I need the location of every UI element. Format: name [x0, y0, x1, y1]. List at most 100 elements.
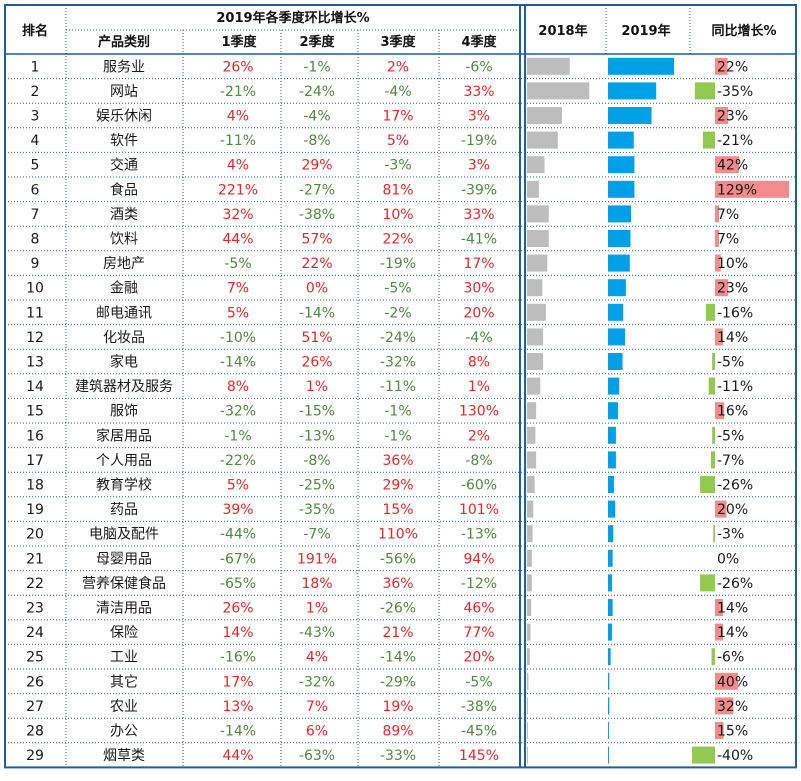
quarter-value-q1: 17% — [222, 674, 253, 690]
quarter-value-q2: -35% — [299, 502, 335, 518]
bar-2018 — [527, 648, 530, 666]
bar-2018 — [527, 57, 570, 75]
bar-2018 — [527, 328, 544, 346]
quarter-value-q3: -24% — [380, 330, 416, 346]
bar-2019 — [608, 722, 609, 739]
quarter-value-q2: 1% — [306, 379, 328, 395]
quarter-value-q3: -4% — [384, 84, 411, 100]
yoy-label: -35% — [717, 84, 753, 100]
bar-2019 — [608, 500, 616, 518]
quarter-value-q1: 5% — [227, 305, 249, 321]
header-q3: 3季度 — [380, 34, 416, 50]
quarter-value-q4: 130% — [459, 404, 499, 420]
bar-2018 — [527, 402, 537, 420]
quarter-value-q2: -32% — [299, 674, 335, 690]
quarter-value-q4: -60% — [461, 478, 497, 494]
yoy-bar — [713, 525, 715, 543]
quarter-value-q1: 13% — [222, 699, 253, 715]
table-row: 6 食品 221% -27% 81% -39% 129% — [31, 180, 789, 198]
bar-2018 — [527, 574, 532, 592]
category-cell: 服饰 — [110, 404, 138, 420]
bar-2018 — [527, 156, 545, 174]
table-row: 9 房地产 -5% 22% -19% 17% 10% — [31, 254, 748, 272]
header-category: 产品类别 — [98, 34, 150, 50]
header-q4: 4季度 — [461, 34, 497, 50]
bar-2019 — [608, 230, 631, 247]
quarter-value-q4: 33% — [463, 84, 494, 100]
bar-2018 — [527, 451, 537, 469]
rank-cell: 2 — [31, 84, 40, 100]
bar-2019 — [608, 672, 610, 690]
quarter-value-q2: -25% — [299, 478, 335, 494]
bar-2019 — [608, 156, 635, 174]
rank-cell: 25 — [26, 650, 44, 666]
rank-cell: 16 — [26, 428, 44, 444]
rank-cell: 19 — [26, 502, 44, 518]
quarter-value-q1: 44% — [222, 748, 253, 764]
quarter-value-q2: -1% — [303, 59, 330, 75]
category-cell: 营养保健食品 — [82, 575, 166, 592]
quarter-value-q3: -29% — [380, 674, 416, 690]
table-body: 1 服务业 26% -1% 2% -6% 22%2 网站 -21% -24% -4% 33% -35%3… — [26, 57, 789, 764]
yoy-bar — [715, 254, 721, 272]
bar-2018 — [527, 746, 528, 764]
quarter-value-q2: -24% — [299, 84, 335, 100]
quarter-value-q3: 15% — [382, 502, 413, 518]
quarter-value-q4: 145% — [459, 748, 499, 764]
rank-cell: 21 — [26, 551, 44, 567]
yoy-bar — [702, 131, 715, 149]
rank-cell: 12 — [26, 330, 44, 346]
yoy-bar — [715, 107, 729, 124]
quarter-value-q2: 0% — [306, 281, 328, 297]
yoy-bar — [715, 722, 724, 739]
bar-2019 — [608, 648, 611, 666]
quarter-value-q4: -4% — [465, 330, 492, 346]
yoy-bar — [712, 426, 715, 444]
bar-2019 — [608, 205, 632, 223]
yoy-bar — [715, 328, 724, 346]
table-row: 18 教育学校 5% -25% 29% -60% -26% — [26, 476, 753, 494]
quarter-value-q4: -6% — [465, 59, 492, 75]
category-cell: 交通 — [110, 157, 138, 174]
yoy-label: -26% — [717, 478, 753, 494]
table-row: 2 网站 -21% -24% -4% 33% -35% — [31, 82, 753, 100]
quarter-value-q2: -14% — [299, 305, 335, 321]
category-cell: 其它 — [110, 673, 138, 690]
header-2018: 2018年 — [538, 23, 587, 39]
bar-2018 — [527, 377, 541, 395]
category-cell: 金融 — [110, 281, 138, 297]
quarter-value-q3: -3% — [384, 158, 411, 174]
yoy-bar — [715, 230, 720, 247]
quarter-value-q2: 4% — [306, 650, 328, 666]
header-q2: 2季度 — [299, 34, 335, 50]
yoy-bar — [711, 648, 715, 666]
quarter-value-q1: -44% — [220, 527, 256, 543]
quarter-value-q3: -5% — [384, 281, 411, 297]
bar-2018 — [527, 254, 548, 272]
bar-2019 — [608, 279, 626, 297]
quarter-value-q1: -14% — [220, 724, 256, 740]
table-row: 12 化妆品 -10% 51% -24% -4% 14% — [26, 328, 748, 346]
bar-2019 — [608, 549, 613, 567]
quarter-value-q1: -10% — [220, 330, 256, 346]
quarter-value-q2: 18% — [301, 576, 332, 592]
table-row: 21 母婴用品 -67% 191% -56% 94% 0% — [26, 549, 739, 567]
bar-2019 — [608, 451, 616, 469]
quarter-value-q2: 22% — [301, 256, 332, 272]
rank-cell: 27 — [26, 699, 44, 715]
quarter-value-q2: -43% — [299, 625, 335, 641]
yoy-label: -26% — [717, 576, 753, 592]
quarter-value-q1: -16% — [220, 650, 256, 666]
bar-2018 — [527, 672, 529, 690]
yoy-label: 129% — [717, 182, 757, 198]
quarter-value-q4: -38% — [461, 699, 497, 715]
quarter-value-q1: -1% — [224, 428, 251, 444]
quarter-value-q4: 101% — [459, 502, 499, 518]
header-quarter-group: 2019年各季度环比增长% — [216, 10, 369, 26]
yoy-label: -16% — [717, 305, 753, 321]
category-cell: 邮电通讯 — [96, 305, 152, 321]
bar-2019 — [608, 107, 652, 124]
quarter-value-q3: -33% — [380, 748, 416, 764]
yoy-label: -21% — [717, 133, 753, 149]
